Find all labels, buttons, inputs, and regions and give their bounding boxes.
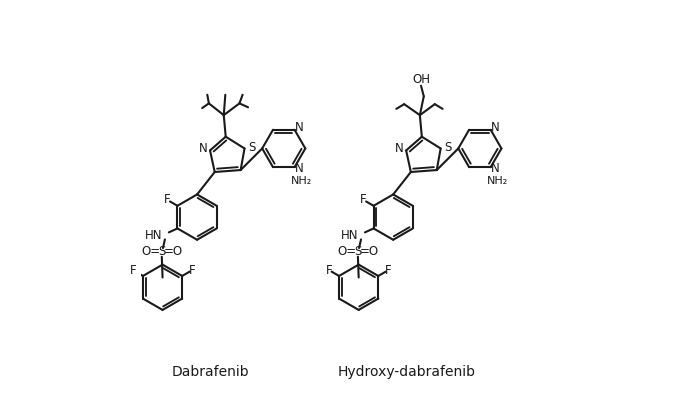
Text: S: S [444, 141, 452, 154]
Text: S: S [159, 245, 166, 258]
Text: O=: O= [338, 245, 356, 258]
Text: NH₂: NH₂ [291, 176, 313, 186]
Text: Dabrafenib: Dabrafenib [171, 365, 249, 379]
Text: N: N [295, 121, 304, 134]
Text: F: F [130, 263, 136, 276]
Text: N: N [295, 162, 304, 175]
Text: F: F [385, 263, 391, 276]
Text: N: N [491, 121, 500, 134]
Text: S: S [248, 141, 255, 154]
Text: S: S [354, 245, 362, 258]
Text: NH₂: NH₂ [487, 176, 508, 186]
Text: =O: =O [164, 245, 183, 258]
Text: Hydroxy-dabrafenib: Hydroxy-dabrafenib [337, 365, 475, 379]
Text: OH: OH [412, 73, 430, 87]
Text: HN: HN [341, 229, 358, 242]
Text: F: F [164, 194, 171, 207]
Text: F: F [189, 263, 196, 276]
Text: =O: =O [360, 245, 379, 258]
Text: O=: O= [141, 245, 161, 258]
Text: HN: HN [145, 229, 163, 242]
Text: N: N [198, 142, 207, 155]
Text: F: F [325, 263, 332, 276]
Text: N: N [491, 162, 500, 175]
Text: N: N [395, 142, 404, 155]
Text: F: F [360, 194, 367, 207]
